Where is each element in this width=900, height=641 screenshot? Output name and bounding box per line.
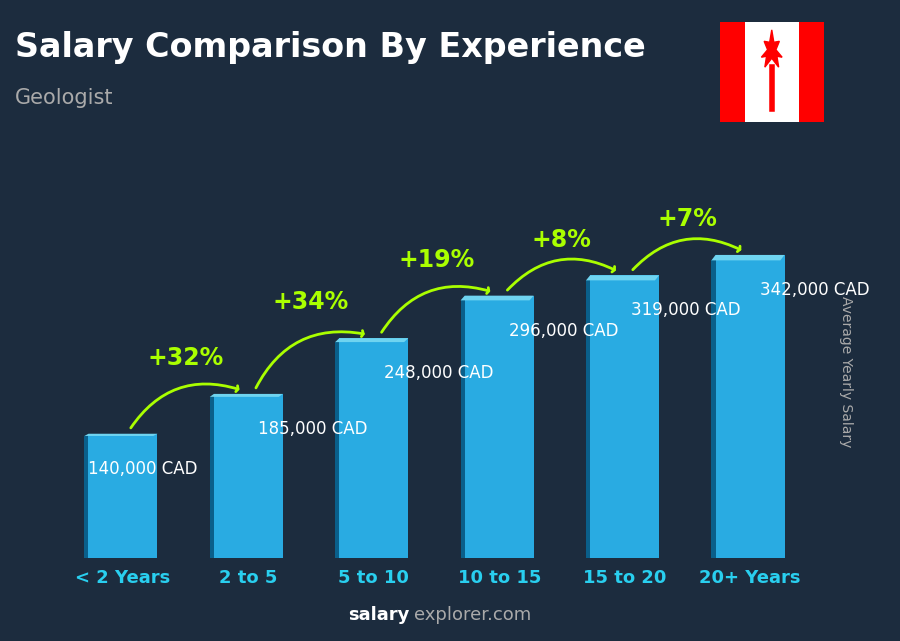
Polygon shape: [335, 338, 409, 342]
Polygon shape: [586, 275, 659, 280]
Polygon shape: [711, 255, 785, 260]
Bar: [339, 338, 409, 558]
Bar: [464, 296, 534, 558]
Text: +8%: +8%: [532, 228, 592, 251]
Bar: [461, 301, 464, 558]
Text: 248,000 CAD: 248,000 CAD: [383, 364, 493, 382]
Text: 319,000 CAD: 319,000 CAD: [631, 301, 741, 319]
Bar: [85, 436, 88, 558]
Text: +32%: +32%: [148, 346, 224, 370]
Text: 140,000 CAD: 140,000 CAD: [88, 460, 197, 478]
Text: 342,000 CAD: 342,000 CAD: [760, 281, 869, 299]
Text: 185,000 CAD: 185,000 CAD: [258, 420, 368, 438]
Bar: [210, 397, 214, 558]
Text: +7%: +7%: [657, 207, 717, 231]
Bar: [716, 255, 785, 558]
Bar: [214, 394, 283, 558]
Text: explorer.com: explorer.com: [414, 606, 531, 624]
Text: Geologist: Geologist: [14, 88, 113, 108]
Text: salary: salary: [348, 606, 410, 624]
Text: Salary Comparison By Experience: Salary Comparison By Experience: [14, 31, 645, 64]
Bar: [590, 275, 659, 558]
Bar: [798, 22, 824, 122]
Text: Average Yearly Salary: Average Yearly Salary: [839, 296, 853, 447]
Bar: [586, 280, 590, 558]
Bar: [88, 434, 158, 558]
Bar: [720, 22, 745, 122]
Polygon shape: [761, 30, 782, 67]
Polygon shape: [461, 296, 534, 301]
Bar: [711, 260, 716, 558]
Polygon shape: [210, 394, 283, 397]
Text: +34%: +34%: [273, 290, 349, 315]
Text: 296,000 CAD: 296,000 CAD: [509, 322, 618, 340]
Text: +19%: +19%: [399, 248, 474, 272]
Polygon shape: [85, 434, 158, 436]
Bar: [335, 342, 339, 558]
